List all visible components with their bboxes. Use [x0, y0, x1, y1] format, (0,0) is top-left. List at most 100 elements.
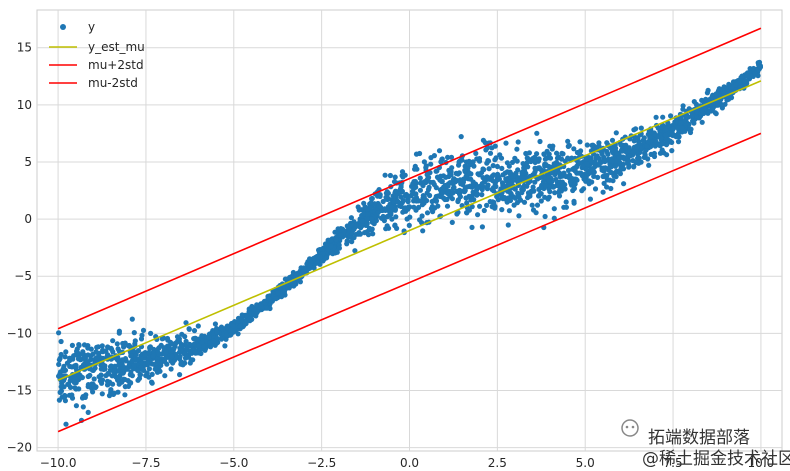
scatter-point	[364, 220, 370, 226]
scatter-point	[466, 193, 472, 199]
scatter-point	[62, 354, 68, 360]
scatter-point	[618, 148, 625, 154]
scatter-point	[499, 165, 505, 171]
scatter-point	[596, 155, 602, 161]
scatter-point	[359, 218, 365, 224]
scatter-point	[546, 194, 552, 200]
scatter-point	[373, 218, 379, 224]
scatter-point	[56, 330, 62, 336]
scatter-point	[414, 166, 420, 172]
scatter-point	[80, 404, 86, 410]
scatter-point	[433, 168, 439, 174]
scatter-point	[413, 151, 420, 157]
scatter-point	[572, 168, 578, 174]
scatter-point	[567, 179, 574, 185]
scatter-point	[733, 82, 739, 88]
scatter-point	[122, 340, 128, 346]
scatter-point	[507, 171, 513, 177]
y-tick-label: 0	[24, 212, 32, 226]
scatter-point	[704, 90, 711, 96]
scatter-point	[349, 239, 355, 245]
scatter-point	[106, 379, 113, 385]
scatter-point	[635, 155, 641, 161]
scatter-point	[85, 345, 91, 351]
scatter-point	[572, 181, 578, 187]
series-line-mu-2std	[57, 27, 762, 330]
scatter-point	[424, 210, 431, 216]
watermark-line2: @稀土掘金技术社区	[642, 449, 790, 469]
scatter-point	[170, 360, 176, 366]
scatter-point	[384, 189, 390, 195]
scatter-point	[424, 172, 430, 178]
scatter-point	[131, 330, 137, 336]
scatter-point	[596, 143, 602, 149]
scatter-point	[642, 152, 648, 158]
scatter-point	[444, 203, 451, 209]
scatter-point	[515, 190, 521, 196]
scatter-point	[609, 158, 615, 164]
scatter-point	[307, 262, 313, 268]
scatter-point	[624, 160, 631, 166]
scatter-point	[57, 389, 63, 395]
scatter-point	[588, 158, 594, 164]
scatter-point	[319, 246, 325, 252]
scatter-point	[93, 349, 99, 355]
scatter-point	[338, 232, 344, 238]
scatter-point	[146, 366, 152, 372]
scatter-point	[94, 344, 100, 350]
scatter-point	[99, 391, 105, 397]
scatter-point	[275, 290, 281, 296]
scatter-point	[668, 113, 674, 119]
scatter-point	[285, 284, 291, 290]
scatter-point	[542, 213, 548, 220]
scatter-point	[647, 134, 653, 140]
scatter-point	[119, 369, 125, 375]
scatter-point	[621, 181, 627, 187]
scatter-point	[352, 248, 358, 254]
scatter-point	[491, 201, 497, 207]
scatter-point	[568, 175, 574, 181]
scatter-point	[79, 351, 85, 357]
scatter-point	[129, 358, 135, 364]
scatter-point	[85, 382, 91, 388]
scatter-point	[631, 138, 637, 144]
scatter-point	[429, 198, 435, 205]
scatter-point	[653, 139, 659, 145]
scatter-point	[713, 111, 719, 117]
scatter-point	[149, 371, 155, 377]
scatter-point	[211, 338, 217, 344]
scatter-point	[604, 140, 610, 146]
scatter-point	[492, 205, 498, 211]
scatter-point	[302, 266, 308, 272]
scatter-point	[549, 146, 555, 152]
scatter-point	[237, 323, 243, 329]
scatter-point	[207, 344, 214, 350]
scatter-point	[553, 176, 559, 183]
scatter-point	[617, 167, 623, 174]
scatter-point	[501, 183, 507, 189]
scatter-point	[110, 338, 116, 344]
scatter-point	[600, 189, 606, 195]
scatter-point	[421, 159, 427, 165]
scatter-point	[470, 179, 476, 185]
scatter-point	[691, 120, 697, 126]
scatter-point	[466, 183, 472, 190]
scatter-point	[480, 175, 486, 181]
scatter-point	[63, 421, 69, 427]
scatter-point	[434, 174, 441, 180]
scatter-point	[138, 336, 145, 342]
scatter-point	[61, 368, 67, 374]
scatter-point	[551, 215, 557, 221]
scatter-point	[122, 392, 128, 398]
scatter-point	[550, 184, 557, 190]
scatter-point	[504, 160, 510, 166]
scatter-point	[705, 110, 711, 116]
scatter-point	[266, 295, 272, 302]
scatter-point	[382, 172, 388, 178]
scatter-point	[62, 393, 68, 399]
scatter-point	[583, 156, 589, 162]
scatter-point	[526, 150, 533, 156]
scatter-point	[92, 365, 98, 371]
scatter-point	[401, 172, 407, 178]
